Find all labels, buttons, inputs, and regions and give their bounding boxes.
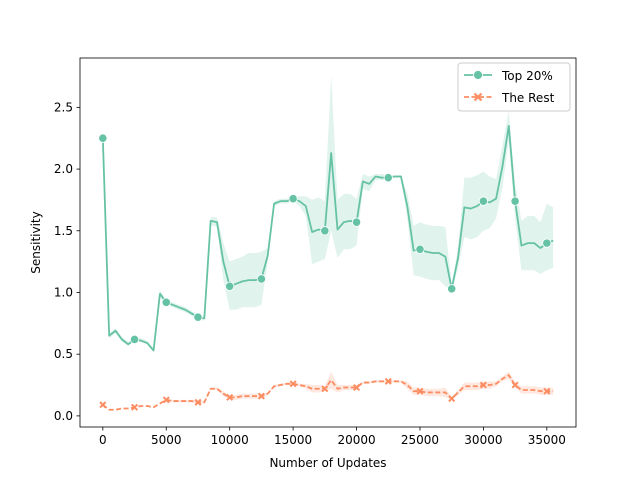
the-rest-marker [131,403,139,411]
top-20-confidence-band [102,75,554,352]
the-rest-line [102,374,554,411]
y-axis-label: Sensitivity [29,211,43,273]
the-rest-marker [479,381,487,389]
x-axis-label: Number of Updates [269,456,386,470]
y-tick-label: 0.0 [54,409,73,423]
top-20-marker [193,312,203,322]
legend-top-20-marker [473,70,483,80]
top-20-marker [447,284,457,294]
x-tick-label: 20000 [337,433,375,447]
top-20-marker [288,194,298,204]
the-rest-marker [543,387,551,395]
top-20-marker [542,238,552,248]
the-rest-marker [321,385,329,393]
series-markers [98,133,552,411]
y-tick-label: 0.5 [54,347,73,361]
the-rest-marker [448,395,456,403]
plot-frame [79,57,577,428]
series-lines [101,124,554,411]
the-rest-marker [99,401,107,409]
top-20-marker [320,226,330,236]
the-rest-marker [511,381,519,389]
top-20-marker [161,297,171,307]
the-rest-marker [226,393,234,401]
x-tick-label: 0 [99,433,107,447]
legend: Top 20% The Rest [457,62,571,112]
y-tick-label: 2.5 [54,100,73,114]
top-20-marker [510,196,520,206]
the-rest-marker [257,392,265,400]
top-20-marker [351,217,362,227]
y-axis-ticks: 0.0 0.5 1.0 1.5 2.0 2.5 [54,100,80,423]
y-tick-label: 1.0 [54,285,73,299]
top-20-marker [478,196,488,206]
top-20-marker [256,274,266,284]
top-20-marker [415,244,425,254]
x-tick-label: 5000 [151,433,182,447]
x-tick-label: 35000 [528,433,566,447]
top-20-marker [225,281,235,291]
y-tick-label: 1.5 [54,224,73,238]
top-20-line [101,124,554,352]
x-tick-label: 30000 [464,433,502,447]
top-20-marker [129,334,140,344]
x-axis-ticks: 0 5000 10000 15000 20000 25000 30000 35000 [99,427,566,447]
x-tick-label: 10000 [211,433,249,447]
legend-top-20-label: Top 20% [501,69,553,83]
x-tick-label: 15000 [274,433,312,447]
x-tick-label: 25000 [401,433,439,447]
the-rest-marker [289,380,297,388]
the-rest-marker [353,384,361,392]
the-rest-marker [416,387,424,395]
legend-the-rest-marker [473,92,483,102]
top-20-marker [98,133,108,143]
the-rest-marker [194,398,202,406]
the-rest-marker [162,396,170,404]
top-20-marker [383,173,393,183]
the-rest-marker [384,377,392,385]
legend-the-rest-label: The Rest [501,91,555,105]
y-tick-label: 2.0 [54,162,73,176]
